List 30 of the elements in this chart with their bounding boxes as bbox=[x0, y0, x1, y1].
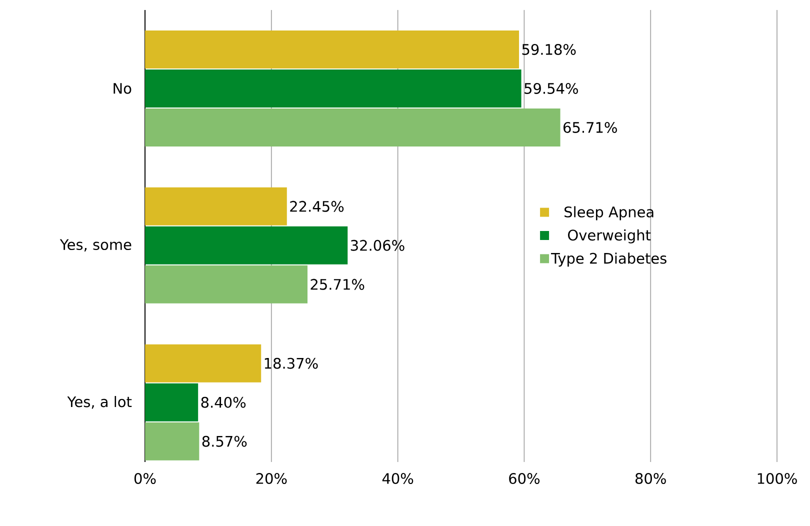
x-tick-label: 100% bbox=[758, 473, 797, 484]
bar bbox=[145, 265, 308, 304]
data-label: 22.45% bbox=[290, 200, 344, 212]
x-tick-label: 20% bbox=[256, 473, 287, 484]
bar bbox=[145, 226, 348, 264]
legend-label: Overweight bbox=[568, 229, 651, 244]
legend-label: Sleep Apnea bbox=[564, 206, 654, 220]
y-tick-label: Yes, some bbox=[60, 239, 132, 252]
data-label: 59.54% bbox=[524, 82, 578, 94]
data-label: 25.71% bbox=[310, 278, 364, 290]
bar bbox=[145, 30, 520, 68]
data-label: 18.37% bbox=[264, 358, 318, 369]
y-tick-label: No bbox=[114, 83, 132, 94]
bar bbox=[145, 344, 262, 382]
bar bbox=[145, 69, 522, 108]
data-label: 59.18% bbox=[522, 44, 576, 55]
bar bbox=[145, 422, 200, 460]
bar bbox=[145, 187, 287, 226]
y-tick-label: Yes, a lot bbox=[67, 396, 132, 409]
x-tick-label: 60% bbox=[509, 473, 540, 484]
x-tick-label: 0% bbox=[134, 473, 156, 484]
data-label: 8.57% bbox=[202, 436, 247, 447]
bar bbox=[145, 383, 198, 422]
legend-label: Type 2 Diabetes bbox=[550, 252, 666, 267]
x-tick-label: 40% bbox=[382, 473, 414, 484]
data-label: 8.40% bbox=[201, 396, 246, 408]
bar bbox=[145, 108, 560, 146]
data-label: 32.06% bbox=[350, 240, 404, 251]
x-tick-label: 80% bbox=[635, 473, 666, 484]
data-label: 65.71% bbox=[564, 122, 617, 133]
